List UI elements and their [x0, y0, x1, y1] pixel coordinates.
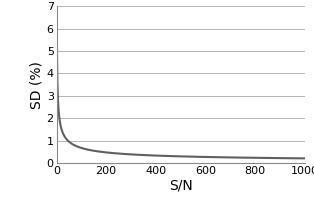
Y-axis label: SD (%): SD (%)	[30, 61, 44, 109]
X-axis label: S/N: S/N	[169, 179, 192, 193]
